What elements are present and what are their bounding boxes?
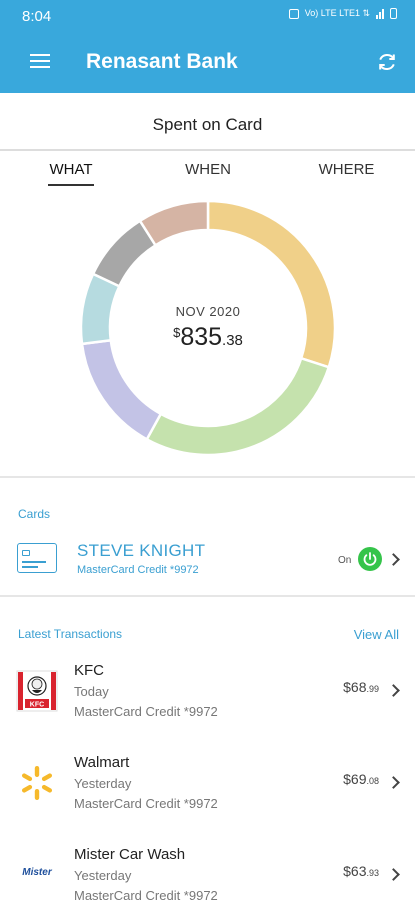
spend-tabs: WHAT WHEN WHERE [0, 153, 415, 189]
signal-icon [376, 8, 384, 19]
cards-label: Cards [18, 507, 51, 521]
card-row[interactable]: STEVE KNIGHT MasterCard Credit *9972 On [0, 527, 415, 591]
transaction-merchant: KFC [74, 662, 104, 679]
refresh-icon[interactable] [375, 50, 399, 74]
amount-whole: $68 [343, 679, 367, 695]
chevron-right-icon[interactable] [387, 776, 400, 789]
chevron-right-icon[interactable] [387, 553, 400, 566]
power-icon [363, 552, 377, 566]
view-all-link[interactable]: View All [353, 627, 399, 642]
transaction-row[interactable]: Walmart Yesterday MasterCard Credit *997… [0, 754, 415, 840]
alarm-icon [288, 8, 299, 19]
status-bar: 8:04 Vo) LTE LTE1 ⇅ [0, 0, 415, 30]
card-status-label: On [338, 555, 352, 566]
amount-cents: .99 [366, 684, 379, 694]
donut-slice-6[interactable] [138, 199, 210, 247]
transaction-merchant: Mister Car Wash [74, 846, 186, 863]
card-subtitle: MasterCard Credit *9972 [77, 564, 199, 576]
tab-when[interactable]: WHEN [185, 161, 231, 178]
amount-cents: .08 [366, 776, 379, 786]
credit-card-icon [17, 543, 57, 573]
status-time: 8:04 [22, 8, 52, 25]
amount-cents: .93 [366, 868, 379, 878]
amount-whole: $63 [343, 863, 367, 879]
transaction-date: Yesterday [74, 868, 132, 883]
divider [0, 476, 415, 478]
card-holder-name: STEVE KNIGHT [77, 541, 206, 560]
chevron-right-icon[interactable] [387, 868, 400, 881]
spend-donut-chart: NOV 2020 $835.38 [76, 196, 340, 460]
divider [0, 595, 415, 597]
transaction-row[interactable]: KFC KFC Today MasterCard Credit *9972 $6… [0, 662, 415, 748]
section-header: Spent on Card [0, 93, 415, 151]
chevron-right-icon[interactable] [387, 684, 400, 697]
mister-car-wash-logo: Mister [22, 867, 53, 878]
hamburger-menu-icon[interactable] [30, 54, 50, 70]
card-power-toggle[interactable] [358, 547, 382, 571]
transaction-merchant: Walmart [74, 754, 130, 771]
amount-whole: $69 [343, 771, 367, 787]
donut-slice-2[interactable] [145, 356, 331, 457]
walmart-logo [21, 766, 53, 800]
transaction-card: MasterCard Credit *9972 [74, 796, 218, 811]
svg-text:KFC: KFC [30, 702, 44, 709]
donut-slice-3[interactable] [80, 338, 163, 441]
transaction-date: Yesterday [74, 776, 132, 791]
transaction-card: MasterCard Credit *9972 [74, 704, 218, 719]
app-bar: Renasant Bank [0, 30, 415, 93]
transactions-label: Latest Transactions [18, 627, 123, 641]
network-label: Vo) LTE LTE1 ⇅ [304, 8, 370, 18]
donut-svg [79, 199, 337, 457]
section-title: Spent on Card [152, 115, 263, 134]
app-title: Renasant Bank [86, 50, 238, 73]
logo-text: Mister [22, 867, 53, 878]
battery-icon [390, 8, 397, 19]
transaction-amount: $68.99 [343, 679, 379, 695]
transaction-amount: $69.08 [343, 771, 379, 787]
transaction-card: MasterCard Credit *9972 [74, 888, 218, 900]
kfc-logo: KFC [16, 670, 58, 712]
transaction-date: Today [74, 684, 109, 699]
tab-where[interactable]: WHERE [318, 161, 375, 178]
status-icons: Vo) LTE LTE1 ⇅ [288, 8, 397, 19]
tab-what[interactable]: WHAT [48, 161, 94, 186]
donut-slice-1[interactable] [206, 199, 337, 369]
transaction-row[interactable]: Mister Mister Car Wash Yesterday MasterC… [0, 846, 415, 900]
transaction-amount: $63.93 [343, 863, 379, 879]
